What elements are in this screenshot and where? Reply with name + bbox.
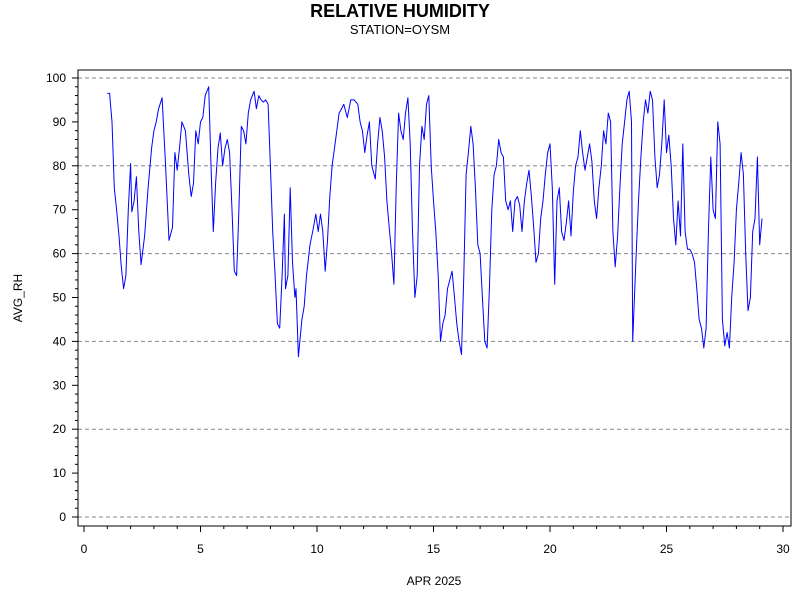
y-tick-label: 40 <box>53 334 67 348</box>
plot-frame <box>77 69 792 527</box>
x-tick-label: 0 <box>81 542 88 556</box>
x-tick-label: 20 <box>543 542 557 556</box>
x-axis-label: APR 2025 <box>407 574 462 588</box>
y-tick-label: 10 <box>53 466 67 480</box>
x-tick-label: 30 <box>776 542 790 556</box>
axes: 0 10 20 30 40 50 60 70 80 90 100 0 5 10 15 20 25 30 <box>46 69 792 556</box>
series-group <box>107 86 763 358</box>
y-tick-label: 80 <box>53 159 67 173</box>
gridlines <box>78 77 791 518</box>
y-axis-label: AVG_RH <box>11 274 25 322</box>
chart-title: RELATIVE HUMIDITY <box>310 1 490 21</box>
x-tick-label: 25 <box>660 542 674 556</box>
series-line-0 <box>107 86 763 358</box>
y-tick-label: 0 <box>59 510 66 524</box>
y-tick-label: 30 <box>53 378 67 392</box>
y-tick-label: 60 <box>53 247 67 261</box>
chart-subtitle: STATION=OYSM <box>349 22 451 37</box>
y-tick-label: 70 <box>53 203 67 217</box>
y-tick-label: 20 <box>53 422 67 436</box>
y-tick-label: 90 <box>53 115 67 129</box>
x-tick-label: 5 <box>197 542 204 556</box>
x-tick-label: 15 <box>427 542 441 556</box>
y-tick-label: 50 <box>53 291 67 305</box>
x-tick-label: 10 <box>310 542 324 556</box>
y-tick-label: 100 <box>46 71 66 85</box>
